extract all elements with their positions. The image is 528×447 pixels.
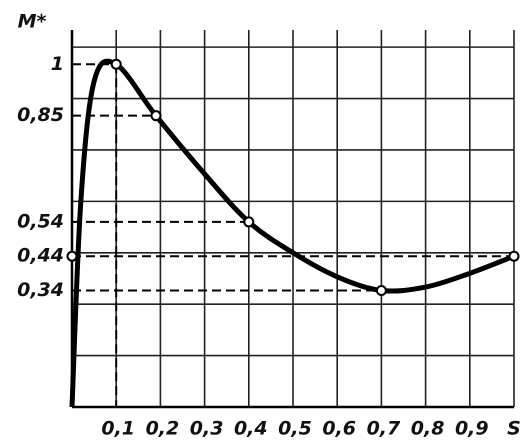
- marker: [110, 58, 122, 70]
- x-tick-label: 0,3: [190, 418, 224, 440]
- marker: [375, 284, 387, 296]
- y-tick-label: 0,44: [17, 245, 64, 267]
- marker: [66, 250, 78, 262]
- marker: [150, 110, 162, 122]
- x-tick-label: 0,8: [411, 418, 445, 440]
- x-tick-label: 0,7: [367, 418, 401, 440]
- x-tick-label: 0,9: [455, 418, 489, 440]
- y-tick-label: 0,85: [17, 104, 64, 126]
- curve: [69, 58, 515, 408]
- y-tick-label: 1: [51, 53, 64, 75]
- y-tick-label: 0,34: [17, 279, 64, 301]
- x-tick-label: 0,6: [322, 418, 356, 440]
- x-tick-label: 0,2: [146, 418, 180, 440]
- marker: [243, 216, 255, 228]
- x-tick-label: 0,1: [101, 418, 135, 440]
- y-axis-label: M*: [18, 11, 47, 33]
- x-axis-label: S: [507, 418, 521, 440]
- y-tick-label: 0,54: [17, 210, 64, 232]
- marker: [508, 250, 520, 262]
- x-tick-label: 0,4: [234, 418, 268, 440]
- x-tick-label: 0,5: [278, 418, 312, 440]
